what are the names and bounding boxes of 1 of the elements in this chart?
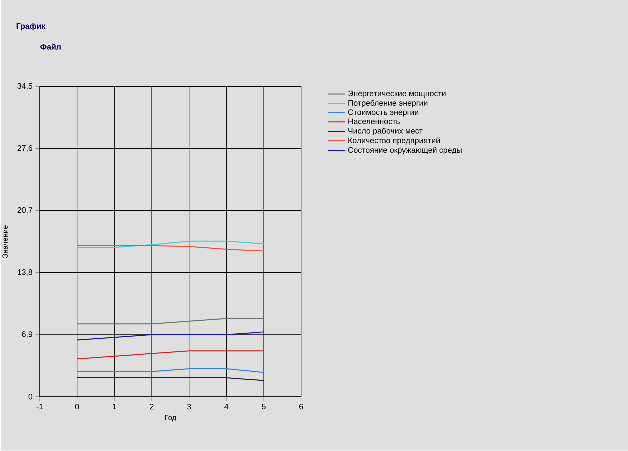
line-series — [76, 240, 265, 248]
